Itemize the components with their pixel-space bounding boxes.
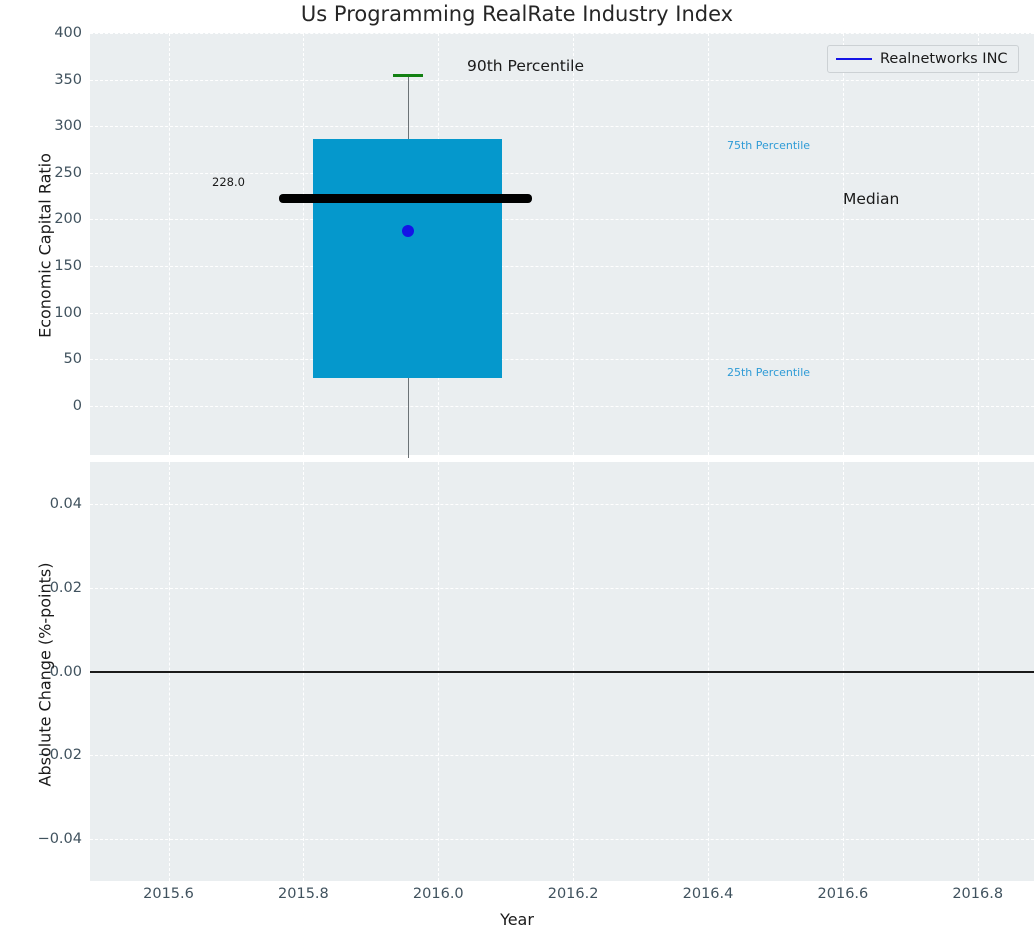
y-tick-label: 0.00: [49, 663, 82, 680]
x-tick-label: 2016.6: [817, 886, 869, 902]
zero-reference-line: [90, 670, 1034, 673]
y-tick-label: −0.02: [37, 747, 82, 764]
x-tick-label: 2015.8: [278, 886, 329, 902]
gridline-v: [303, 33, 305, 455]
gridline-h: [90, 219, 1034, 221]
y-tick-label: 400: [54, 25, 82, 41]
gridline-v: [708, 33, 709, 455]
annotation-p75: 75th Percentile: [727, 139, 811, 152]
y-tick-label: 0: [72, 397, 82, 414]
legend-line-swatch-icon: [836, 58, 872, 60]
x-tick-label: 2016.4: [682, 886, 734, 902]
gridline-v: [168, 33, 170, 455]
gridline-h: [90, 839, 1034, 841]
median-line: [279, 194, 532, 203]
annotation-p25: 25th Percentile: [727, 366, 811, 379]
p90-cap-marker: [393, 74, 423, 77]
gridline-v: [977, 33, 979, 455]
gridline-v: [842, 33, 844, 455]
top-panel-plot-area: 90th Percentile 75th Percentile 25th Per…: [90, 33, 1034, 458]
gridline-h: [90, 172, 1034, 174]
gridline-h: [90, 587, 1034, 589]
gridline-h: [90, 126, 1034, 128]
y-axis-label-top: Economic Capital Ratio: [35, 153, 55, 338]
gridline-h: [90, 79, 1034, 81]
x-tick-label: 2015.6: [143, 886, 194, 902]
x-tick-label: 2016.2: [547, 886, 599, 902]
annotation-median: Median: [843, 190, 900, 208]
gridline-h: [90, 33, 1034, 34]
y-axis-label-bottom: Absolute Change (%-points): [35, 562, 55, 787]
chart-legend[interactable]: Realnetworks INC: [827, 45, 1019, 73]
annotation-median-value: 228.0: [212, 175, 245, 189]
x-tick-label: 2016.8: [952, 886, 1004, 902]
gridline-v: [573, 33, 575, 455]
gridline-h: [90, 312, 1034, 314]
gridline-h: [90, 266, 1034, 267]
interquartile-bar: [313, 139, 502, 378]
y-tick-label: 0.02: [49, 579, 82, 596]
gridline-h: [90, 405, 1034, 407]
legend-label: Realnetworks INC: [880, 51, 1008, 67]
y-tick-label: 0.04: [49, 495, 82, 512]
x-tick-label: 2016.0: [412, 886, 464, 902]
y-tick-label: 250: [54, 164, 82, 181]
y-tick-label: 150: [54, 258, 82, 274]
y-tick-label: 100: [54, 304, 82, 321]
company-data-point[interactable]: [402, 225, 414, 237]
bottom-panel-plot-area: [90, 462, 1034, 881]
gridline-h: [90, 359, 1034, 361]
chart-title: Us Programming RealRate Industry Index: [300, 2, 734, 26]
annotation-p90: 90th Percentile: [467, 57, 585, 75]
gridline-h: [90, 503, 1034, 505]
y-tick-label: 200: [54, 211, 82, 228]
y-tick-label: 300: [54, 118, 82, 135]
y-tick-label: 50: [63, 351, 82, 368]
y-tick-label: 350: [54, 71, 82, 88]
x-axis-label: Year: [500, 910, 534, 929]
y-tick-label: −0.04: [37, 831, 82, 848]
gridline-h: [90, 755, 1034, 757]
